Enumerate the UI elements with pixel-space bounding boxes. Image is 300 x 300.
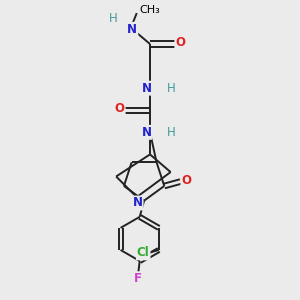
Text: N: N <box>133 196 142 209</box>
Text: O: O <box>115 102 125 115</box>
Text: CH₃: CH₃ <box>139 4 160 14</box>
Text: Cl: Cl <box>137 246 150 260</box>
Text: H: H <box>167 82 176 95</box>
Text: O: O <box>175 36 185 49</box>
Text: N: N <box>142 82 152 95</box>
Text: O: O <box>182 174 191 187</box>
Text: N: N <box>127 23 137 36</box>
Text: F: F <box>134 272 142 285</box>
Text: H: H <box>109 13 118 26</box>
Text: H: H <box>167 126 176 139</box>
Text: N: N <box>142 126 152 139</box>
